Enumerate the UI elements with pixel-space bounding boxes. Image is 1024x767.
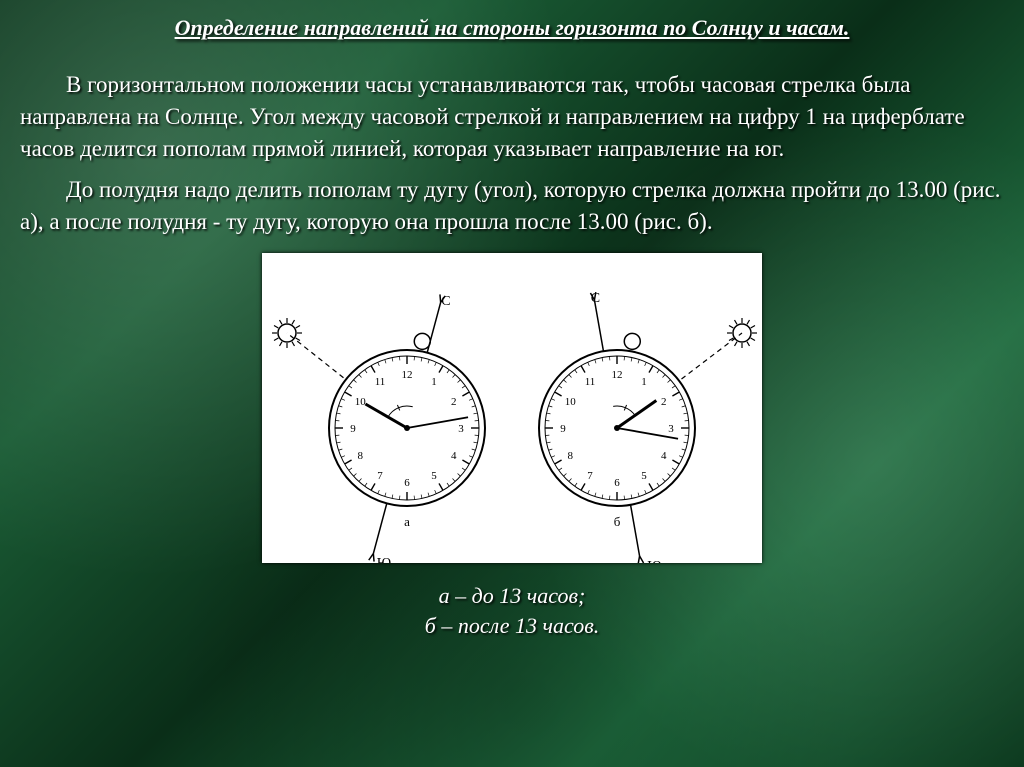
svg-text:11: 11 bbox=[585, 376, 596, 388]
svg-text:7: 7 bbox=[377, 470, 383, 482]
svg-text:9: 9 bbox=[350, 423, 356, 435]
svg-text:12: 12 bbox=[612, 369, 623, 381]
svg-text:5: 5 bbox=[641, 470, 647, 482]
caption-line2: б – после 13 часов. bbox=[425, 613, 600, 638]
svg-text:9: 9 bbox=[560, 423, 566, 435]
paragraph-1: В горизонтальном положении часы устанавл… bbox=[20, 69, 1004, 166]
svg-text:2: 2 bbox=[451, 396, 457, 408]
svg-text:С: С bbox=[591, 291, 600, 306]
svg-text:4: 4 bbox=[451, 450, 457, 462]
svg-text:8: 8 bbox=[567, 450, 573, 462]
svg-text:1: 1 bbox=[641, 376, 647, 388]
diagram-caption: а – до 13 часов; б – после 13 часов. bbox=[20, 581, 1004, 640]
caption-line1: а – до 13 часов; bbox=[439, 583, 586, 608]
svg-text:8: 8 bbox=[357, 450, 363, 462]
svg-text:11: 11 bbox=[375, 376, 386, 388]
svg-text:6: 6 bbox=[404, 477, 410, 489]
svg-text:С: С bbox=[441, 294, 450, 309]
svg-text:Ю: Ю bbox=[377, 556, 391, 563]
svg-text:б: б bbox=[614, 514, 621, 529]
svg-text:7: 7 bbox=[587, 470, 593, 482]
svg-text:1: 1 bbox=[431, 376, 437, 388]
svg-text:3: 3 bbox=[668, 423, 674, 435]
svg-text:3: 3 bbox=[458, 423, 464, 435]
svg-text:5: 5 bbox=[431, 470, 437, 482]
svg-text:Ю: Ю bbox=[647, 559, 661, 563]
svg-text:10: 10 bbox=[565, 396, 577, 408]
clock-diagram: ЮС121234567891011аЮС121234567891011б bbox=[262, 253, 762, 563]
svg-text:а: а bbox=[404, 514, 410, 529]
svg-text:6: 6 bbox=[614, 477, 620, 489]
svg-text:2: 2 bbox=[661, 396, 667, 408]
svg-text:4: 4 bbox=[661, 450, 667, 462]
svg-text:12: 12 bbox=[402, 369, 413, 381]
svg-text:10: 10 bbox=[355, 396, 367, 408]
paragraph-2: До полудня надо делить пополам ту дугу (… bbox=[20, 174, 1004, 238]
page-title: Определение направлений на стороны гориз… bbox=[20, 15, 1004, 41]
